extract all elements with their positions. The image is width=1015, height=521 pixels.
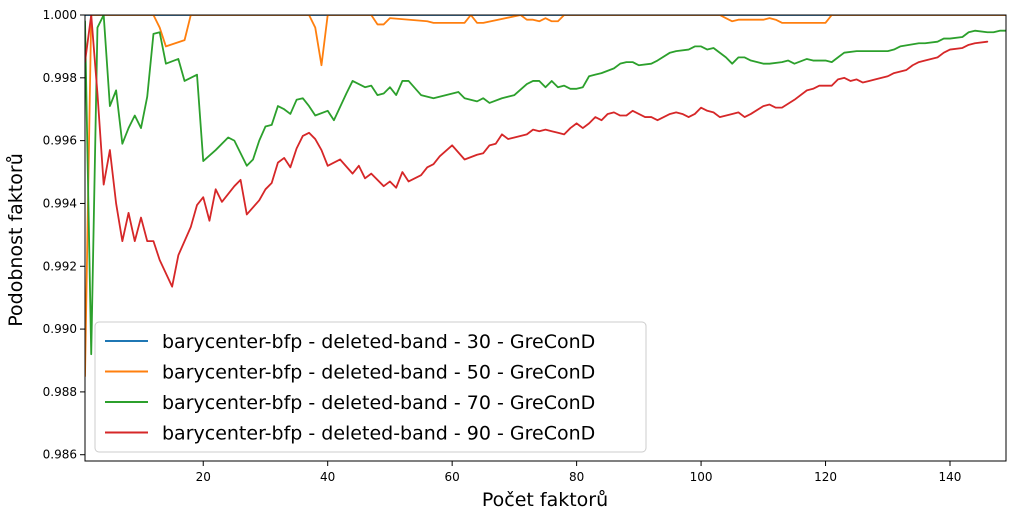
legend-label-4: barycenter-bfp - deleted-band - 90 - Gre…	[162, 423, 595, 445]
x-axis: 20 40 60 80 100 120 140	[196, 461, 962, 484]
series-line-4	[85, 15, 989, 288]
y-axis: 0.986 0.988 0.990 0.992 0.994 0.996 0.998 1.000	[43, 8, 85, 462]
x-tick-label: 100	[690, 470, 713, 484]
y-tick-label: 0.998	[43, 71, 77, 85]
legend-label-1: barycenter-bfp - deleted-band - 30 - Gre…	[162, 331, 595, 353]
x-tick-label: 80	[569, 470, 584, 484]
series-layer	[85, 15, 1006, 378]
y-tick-label: 0.988	[43, 385, 77, 399]
x-tick-label: 60	[445, 470, 460, 484]
y-tick-label: 0.996	[43, 134, 77, 148]
y-tick-label: 0.990	[43, 322, 77, 336]
y-tick-label: 0.992	[43, 259, 77, 273]
legend-frame	[94, 321, 647, 453]
plot-area	[84, 14, 1007, 462]
y-tick-label: 0.994	[43, 196, 77, 210]
series-line-2	[85, 15, 1006, 378]
x-tick-label: 40	[320, 470, 335, 484]
y-tick-label: 0.986	[43, 448, 77, 462]
x-tick-label: 20	[196, 470, 211, 484]
x-tick-label: 140	[939, 470, 962, 484]
series-line-3	[85, 15, 1006, 356]
x-axis-label: Počet faktorů	[482, 489, 608, 511]
legend: barycenter-bfp - deleted-band - 30 - Gre…	[94, 321, 647, 453]
y-axis-label: Podobnost faktorů	[5, 153, 27, 326]
legend-label-3: barycenter-bfp - deleted-band - 70 - Gre…	[162, 392, 595, 414]
x-tick-label: 120	[814, 470, 837, 484]
legend-label-2: barycenter-bfp - deleted-band - 50 - Gre…	[162, 362, 595, 384]
y-tick-label: 1.000	[43, 8, 77, 22]
plot-frame	[84, 14, 1007, 462]
